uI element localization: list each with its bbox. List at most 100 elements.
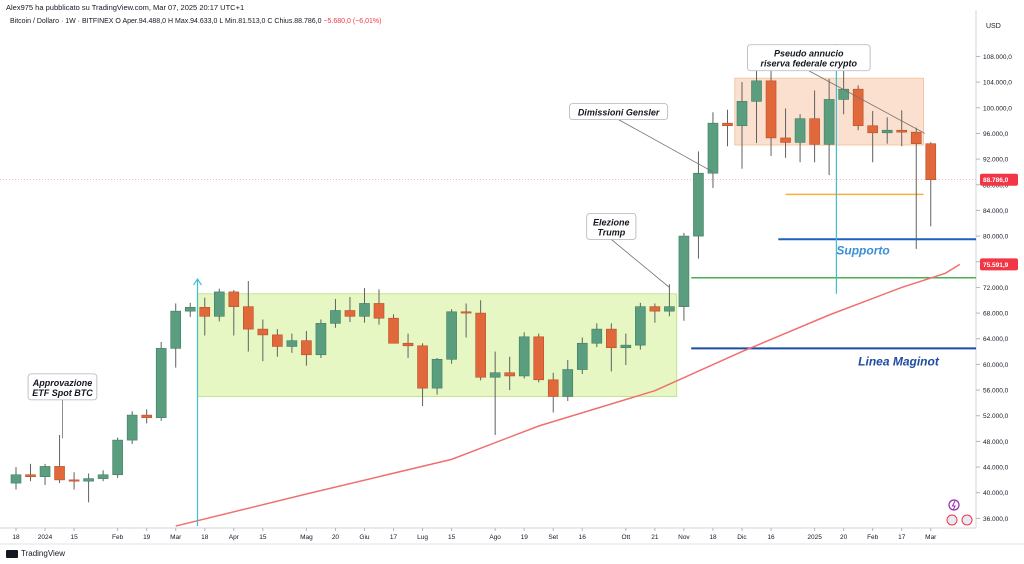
price-tick[interactable]: 56.000,0: [976, 388, 1009, 395]
time-tick[interactable]: Feb: [867, 528, 879, 541]
candle[interactable]: [446, 309, 457, 364]
time-tick[interactable]: Nov: [678, 528, 690, 541]
candle[interactable]: [707, 112, 719, 188]
candle[interactable]: [852, 85, 864, 131]
time-tick[interactable]: 20: [840, 528, 848, 541]
time-tick[interactable]: 2025: [807, 528, 822, 541]
price-tick[interactable]: 80.000,0: [976, 234, 1009, 241]
time-tick[interactable]: Set: [548, 528, 558, 541]
candle[interactable]: [97, 470, 109, 482]
candle[interactable]: [809, 90, 820, 163]
candle[interactable]: [489, 351, 501, 435]
time-tick[interactable]: Ago: [489, 528, 501, 541]
candle[interactable]: [228, 289, 240, 336]
candle[interactable]: [141, 409, 152, 424]
candle[interactable]: [199, 297, 211, 336]
time-tick[interactable]: 19: [143, 528, 151, 541]
candle[interactable]: [823, 78, 835, 176]
price-tick[interactable]: 36.000,0: [976, 516, 1009, 523]
price-axis[interactable]: 36.000,0 40.000,0 44.000,0 48.000,0 52.000,0…: [976, 54, 1012, 523]
footer-brand[interactable]: TradingView: [6, 549, 65, 558]
candle[interactable]: [518, 332, 530, 379]
candle[interactable]: [126, 411, 138, 444]
candle[interactable]: [10, 467, 22, 490]
candle[interactable]: [243, 281, 254, 352]
price-tick[interactable]: 44.000,0: [976, 465, 1009, 472]
candle[interactable]: [373, 289, 385, 325]
candle[interactable]: [83, 473, 94, 503]
candle[interactable]: [867, 110, 878, 163]
price-tick[interactable]: 108.000,0: [976, 54, 1012, 61]
candle[interactable]: [722, 109, 733, 147]
price-tick[interactable]: 52.000,0: [976, 413, 1009, 420]
candle[interactable]: [620, 333, 632, 366]
time-tick[interactable]: 17: [898, 528, 906, 541]
time-tick[interactable]: Mar: [170, 528, 182, 541]
price-tick[interactable]: 40.000,0: [976, 490, 1009, 497]
candle[interactable]: [881, 117, 893, 144]
time-tick[interactable]: 17: [390, 528, 398, 541]
time-tick[interactable]: Apr: [229, 528, 240, 541]
candle[interactable]: [315, 319, 327, 358]
time-tick[interactable]: Mar: [925, 528, 937, 541]
candle[interactable]: [25, 463, 36, 482]
candle[interactable]: [736, 82, 748, 169]
candle[interactable]: [330, 298, 341, 328]
candle[interactable]: [344, 297, 356, 323]
candle[interactable]: [286, 333, 298, 353]
candle[interactable]: [257, 319, 269, 362]
candle[interactable]: [359, 288, 370, 323]
time-tick[interactable]: Dic: [737, 528, 747, 541]
price-tick[interactable]: 88.000,0: [976, 182, 1009, 189]
time-axis[interactable]: 18 2024 15 Feb 19 Mar 18 Apr 15 Mag 20 Giu 17 Lug 15 Ag…: [12, 528, 937, 541]
toolbar-icons[interactable]: [946, 499, 973, 526]
price-tick[interactable]: 92.000,0: [976, 157, 1009, 164]
price-tick[interactable]: 68.000,0: [976, 311, 1009, 318]
time-tick[interactable]: 18: [201, 528, 209, 541]
lightning-icon[interactable]: [948, 499, 960, 511]
candle[interactable]: [388, 314, 399, 344]
candle[interactable]: [68, 472, 80, 490]
candle[interactable]: [112, 437, 123, 478]
candle[interactable]: [431, 357, 443, 395]
time-tick[interactable]: 18: [709, 528, 717, 541]
candle[interactable]: [213, 288, 225, 322]
symbol-name[interactable]: Bitcoin / Dollaro · 1W · BITFINEX: [10, 18, 114, 25]
price-tick[interactable]: 48.000,0: [976, 439, 1009, 446]
candle[interactable]: [170, 303, 182, 368]
candle[interactable]: [678, 232, 690, 321]
candle[interactable]: [184, 302, 196, 317]
candle[interactable]: [460, 303, 472, 338]
candle[interactable]: [693, 151, 704, 259]
candle[interactable]: [649, 303, 661, 323]
candle[interactable]: [794, 114, 806, 163]
time-tick[interactable]: Ott: [622, 528, 631, 541]
time-tick[interactable]: Feb: [112, 528, 124, 541]
time-tick[interactable]: Giu: [359, 528, 370, 541]
price-tick[interactable]: 96.000,0: [976, 131, 1009, 138]
candle[interactable]: [664, 284, 675, 317]
candle[interactable]: [533, 333, 545, 383]
candles[interactable]: [10, 54, 937, 503]
time-tick[interactable]: 20: [332, 528, 340, 541]
candle[interactable]: [301, 331, 312, 366]
price-tick[interactable]: 72.000,0: [976, 285, 1009, 292]
candle[interactable]: [562, 359, 574, 401]
candle[interactable]: [910, 127, 922, 249]
candle[interactable]: [780, 108, 791, 158]
candle[interactable]: [606, 323, 617, 372]
price-tick[interactable]: 64.000,0: [976, 336, 1009, 343]
price-tick[interactable]: 104.000,0: [976, 80, 1012, 87]
flag-us-icon-2[interactable]: [961, 514, 973, 526]
candle[interactable]: [925, 142, 937, 227]
time-tick[interactable]: Lug: [417, 528, 428, 541]
candle[interactable]: [39, 463, 51, 486]
price-tick[interactable]: 60.000,0: [976, 362, 1009, 369]
candle[interactable]: [417, 343, 428, 407]
time-tick[interactable]: 15: [70, 528, 78, 541]
candle[interactable]: [635, 302, 646, 350]
time-tick[interactable]: 18: [12, 528, 20, 541]
time-tick[interactable]: 21: [651, 528, 659, 541]
candle[interactable]: [896, 110, 908, 147]
